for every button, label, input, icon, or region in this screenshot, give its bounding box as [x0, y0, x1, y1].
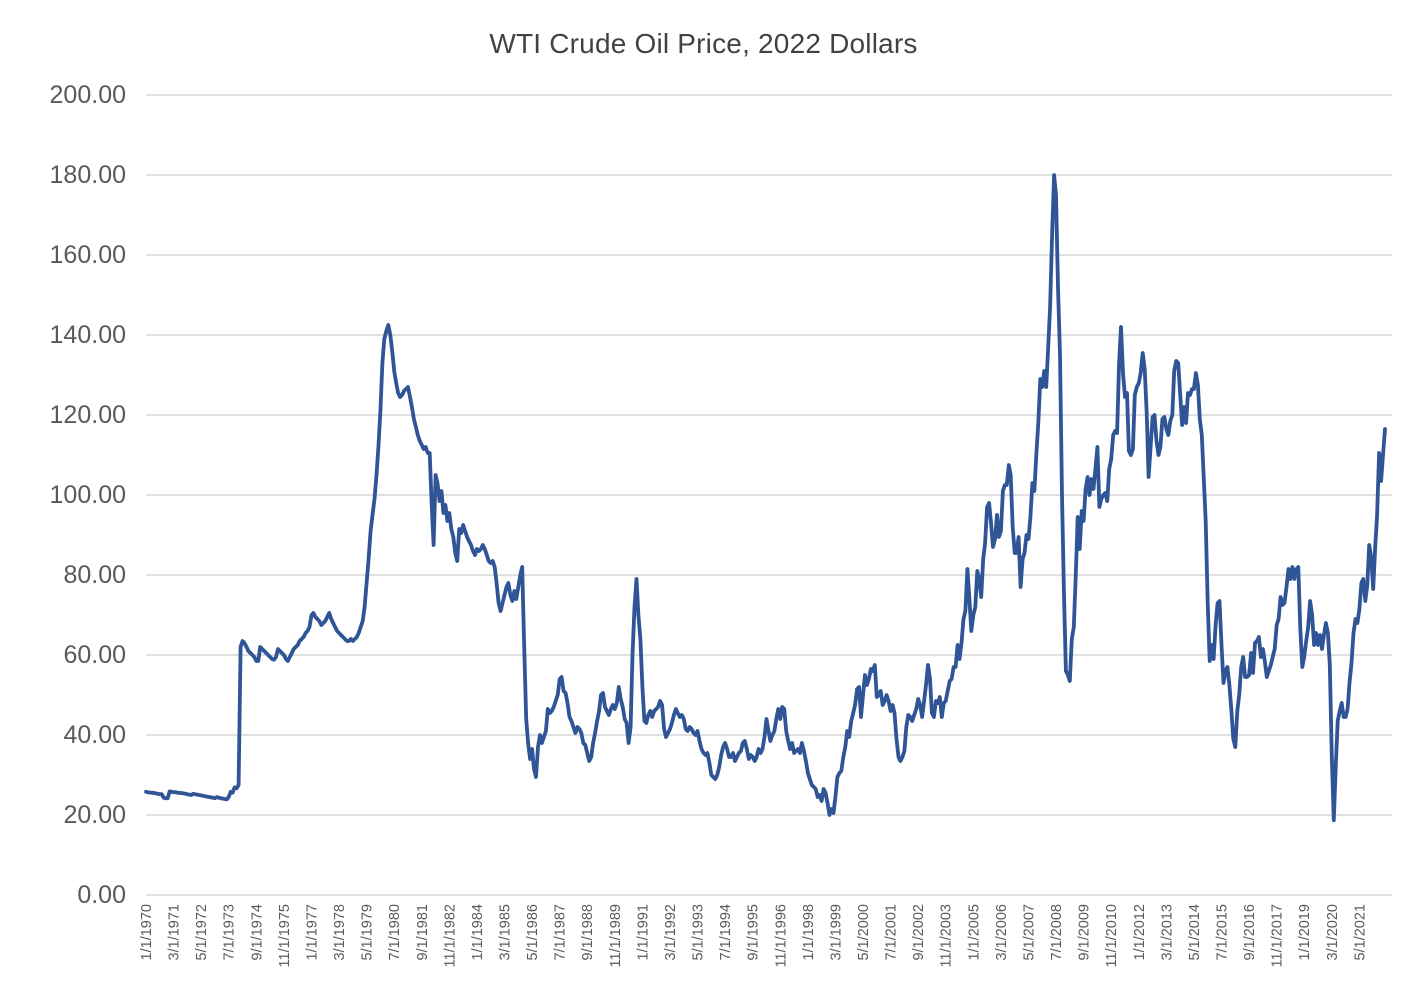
x-tick-label: 5/1/1972 [194, 904, 210, 960]
x-tick-label: 1/1/1991 [635, 904, 651, 960]
y-tick-label: 200.00 [50, 81, 126, 109]
x-tick-label: 5/1/2021 [1352, 904, 1368, 960]
y-tick-label: 60.00 [63, 641, 126, 669]
x-tick-label: 3/1/1985 [498, 904, 514, 960]
x-tick-label: 9/1/1981 [415, 904, 431, 960]
x-tick-label: 9/1/1995 [746, 904, 762, 960]
price-line [144, 173, 1387, 823]
y-tick-label: 80.00 [63, 561, 126, 589]
y-tick-label: 120.00 [50, 401, 126, 429]
price-line-series [144, 173, 1387, 823]
x-tick-label: 5/1/2007 [1021, 904, 1037, 960]
x-tick-label: 9/1/2009 [1077, 904, 1093, 960]
x-axis-labels: 1/1/1970 3/1/1971 5/1/1972 7/1/1973 9/1/1974… [139, 904, 1368, 967]
y-tick-label: 40.00 [63, 721, 126, 749]
x-tick-label: 7/1/1980 [387, 904, 403, 960]
x-tick-label: 7/1/1994 [718, 904, 734, 960]
x-tick-label: 5/1/1979 [360, 904, 376, 960]
x-tick-label: 1/1/2005 [966, 904, 982, 960]
x-tick-label: 7/1/2015 [1215, 904, 1231, 960]
x-tick-label: 7/1/2008 [1049, 904, 1065, 960]
x-tick-label: 1/1/1970 [139, 904, 155, 960]
x-tick-label: 5/1/2014 [1187, 904, 1203, 960]
x-tick-label: 5/1/2000 [856, 904, 872, 960]
x-tick-label: 9/1/2002 [911, 904, 927, 960]
x-tick-label: 3/1/2013 [1159, 904, 1175, 960]
x-tick-label: 1/1/2019 [1297, 904, 1313, 960]
x-tick-label: 3/1/1999 [828, 904, 844, 960]
x-tick-label: 7/1/2001 [884, 904, 900, 960]
x-tick-label: 9/1/2016 [1242, 904, 1258, 960]
x-tick-label: 3/1/2006 [994, 904, 1010, 960]
x-tick-label: 11/1/1975 [277, 904, 293, 967]
x-tick-label: 7/1/1973 [222, 904, 238, 960]
x-tick-label: 11/1/2010 [1104, 904, 1120, 967]
x-tick-label: 1/1/1998 [801, 904, 817, 960]
x-tick-label: 11/1/1982 [442, 904, 458, 967]
x-tick-label: 11/1/1996 [773, 904, 789, 967]
y-tick-label: 160.00 [50, 241, 126, 269]
x-tick-label: 5/1/1993 [691, 904, 707, 960]
chart-title: WTI Crude Oil Price, 2022 Dollars [489, 28, 918, 59]
x-tick-label: 3/1/2020 [1325, 904, 1341, 960]
x-tick-label: 11/1/2003 [939, 904, 955, 967]
x-tick-label: 9/1/1988 [580, 904, 596, 960]
x-tick-label: 1/1/1977 [304, 904, 320, 960]
x-tick-label: 5/1/1986 [525, 904, 541, 960]
x-tick-label: 3/1/1971 [167, 904, 183, 960]
x-tick-label: 3/1/1978 [332, 904, 348, 960]
y-tick-label: 180.00 [50, 161, 126, 189]
x-tick-label: 11/1/1989 [608, 904, 624, 967]
x-tick-label: 7/1/1987 [553, 904, 569, 960]
x-tick-label: 11/1/2017 [1270, 904, 1286, 967]
x-tick-label: 3/1/1992 [663, 904, 679, 960]
y-tick-label: 20.00 [63, 801, 126, 829]
x-tick-label: 1/1/2012 [1132, 904, 1148, 960]
y-tick-label: 0.00 [77, 881, 126, 909]
y-axis-labels: 0.00 20.00 40.00 60.00 80.00 100.00 120.00 140.… [50, 81, 126, 909]
y-tick-label: 140.00 [50, 321, 126, 349]
y-tick-label: 100.00 [50, 481, 126, 509]
x-tick-label: 1/1/1984 [470, 904, 486, 960]
x-tick-label: 9/1/1974 [249, 904, 265, 960]
